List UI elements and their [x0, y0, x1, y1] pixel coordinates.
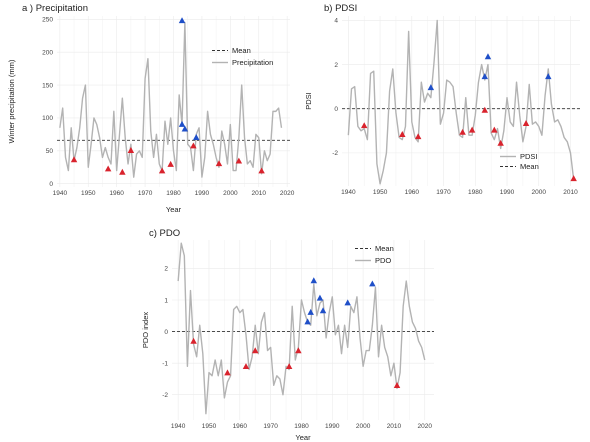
x-tick-label: 1950: [81, 190, 96, 197]
y-tick-label: 0: [49, 181, 53, 188]
panel-pdo: 1940 1950 1960 1970 1980 1990 2000 2010 2020 -2-…: [141, 228, 434, 442]
x-tick-label: 2020: [280, 190, 295, 197]
x-tick-label: 1970: [436, 189, 451, 196]
plot-area: [172, 240, 434, 420]
x-tick-label: 2000: [223, 190, 238, 197]
y-tick-labels: -2 0 2 4: [332, 18, 338, 157]
y-tick-label: 100: [42, 115, 53, 122]
y-tick-label: 50: [46, 148, 54, 155]
x-tick-label: 2020: [418, 423, 433, 430]
x-tick-label: 2010: [387, 423, 402, 430]
y-tick-label: 200: [42, 49, 53, 56]
x-tick-label: 1960: [405, 189, 420, 196]
x-tick-label: 1990: [195, 190, 210, 197]
x-tick-label: 1990: [325, 423, 340, 430]
x-axis-label: Year: [295, 433, 311, 442]
panel-pdsi: 1940 1950 1960 1970 1980 1990 2000 2010 -2 0 2 4 b…: [304, 3, 580, 196]
x-tick-label: 2000: [356, 423, 371, 430]
panel-title: b) PDSI: [324, 3, 357, 14]
x-tick-label: 1940: [341, 189, 356, 196]
y-tick-label: 1: [164, 297, 168, 304]
x-tick-label: 1950: [202, 423, 217, 430]
x-tick-label: 1940: [171, 423, 186, 430]
y-tick-label: 250: [42, 17, 53, 24]
y-axis-label: PDSI: [304, 92, 313, 110]
y-tick-label: 2: [334, 62, 338, 69]
x-tick-label: 1980: [468, 189, 483, 196]
y-tick-label: 2: [164, 266, 168, 273]
x-tick-label: 2010: [563, 189, 578, 196]
y-axis-label: PDO index: [141, 312, 150, 349]
panel-title: c) PDO: [149, 228, 180, 239]
y-axis-label: Winter precipitation (mm): [7, 59, 16, 143]
x-tick-labels: 1940 1950 1960 1970 1980 1990 2000 2010: [341, 189, 578, 196]
x-tick-label: 1940: [53, 190, 68, 197]
x-tick-label: 1990: [500, 189, 515, 196]
y-tick-label: 0: [334, 106, 338, 113]
y-tick-label: 4: [334, 18, 338, 25]
legend-label-mean: Mean: [520, 162, 539, 171]
legend-label-mean: Mean: [375, 244, 394, 253]
x-tick-labels: 1940 1950 1960 1970 1980 1990 2000 2010 2020: [53, 190, 295, 197]
x-tick-label: 1980: [294, 423, 309, 430]
y-tick-label: 0: [164, 329, 168, 336]
panel-title: a ) Precipitation: [22, 3, 88, 14]
y-tick-label: -2: [332, 150, 338, 157]
legend-label-precipitation: Precipitation: [232, 58, 273, 67]
y-tick-label: -2: [162, 392, 168, 399]
x-tick-label: 1960: [109, 190, 124, 197]
x-tick-labels: 1940 1950 1960 1970 1980 1990 2000 2010 2020: [171, 423, 432, 430]
y-tick-label: 150: [42, 82, 53, 89]
x-tick-label: 2010: [252, 190, 267, 197]
legend-label-pdsi: PDSI: [520, 152, 538, 161]
x-tick-label: 1960: [233, 423, 248, 430]
x-axis-label: Year: [166, 205, 182, 214]
y-tick-labels: 0 50 100 150 200 250: [42, 17, 53, 188]
legend-label-mean: Mean: [232, 46, 251, 55]
x-tick-label: 1950: [373, 189, 388, 196]
panel-precipitation: 1940 1950 1960 1970 1980 1990 2000 2010 2020 0 50…: [7, 3, 295, 214]
x-tick-label: 1980: [166, 190, 181, 197]
y-tick-label: -1: [162, 360, 168, 367]
legend-label-pdo: PDO: [375, 256, 391, 265]
x-tick-label: 1970: [138, 190, 153, 197]
x-tick-label: 2000: [532, 189, 547, 196]
x-tick-label: 1970: [263, 423, 278, 430]
y-tick-labels: -2 -1 0 1 2: [162, 266, 168, 399]
